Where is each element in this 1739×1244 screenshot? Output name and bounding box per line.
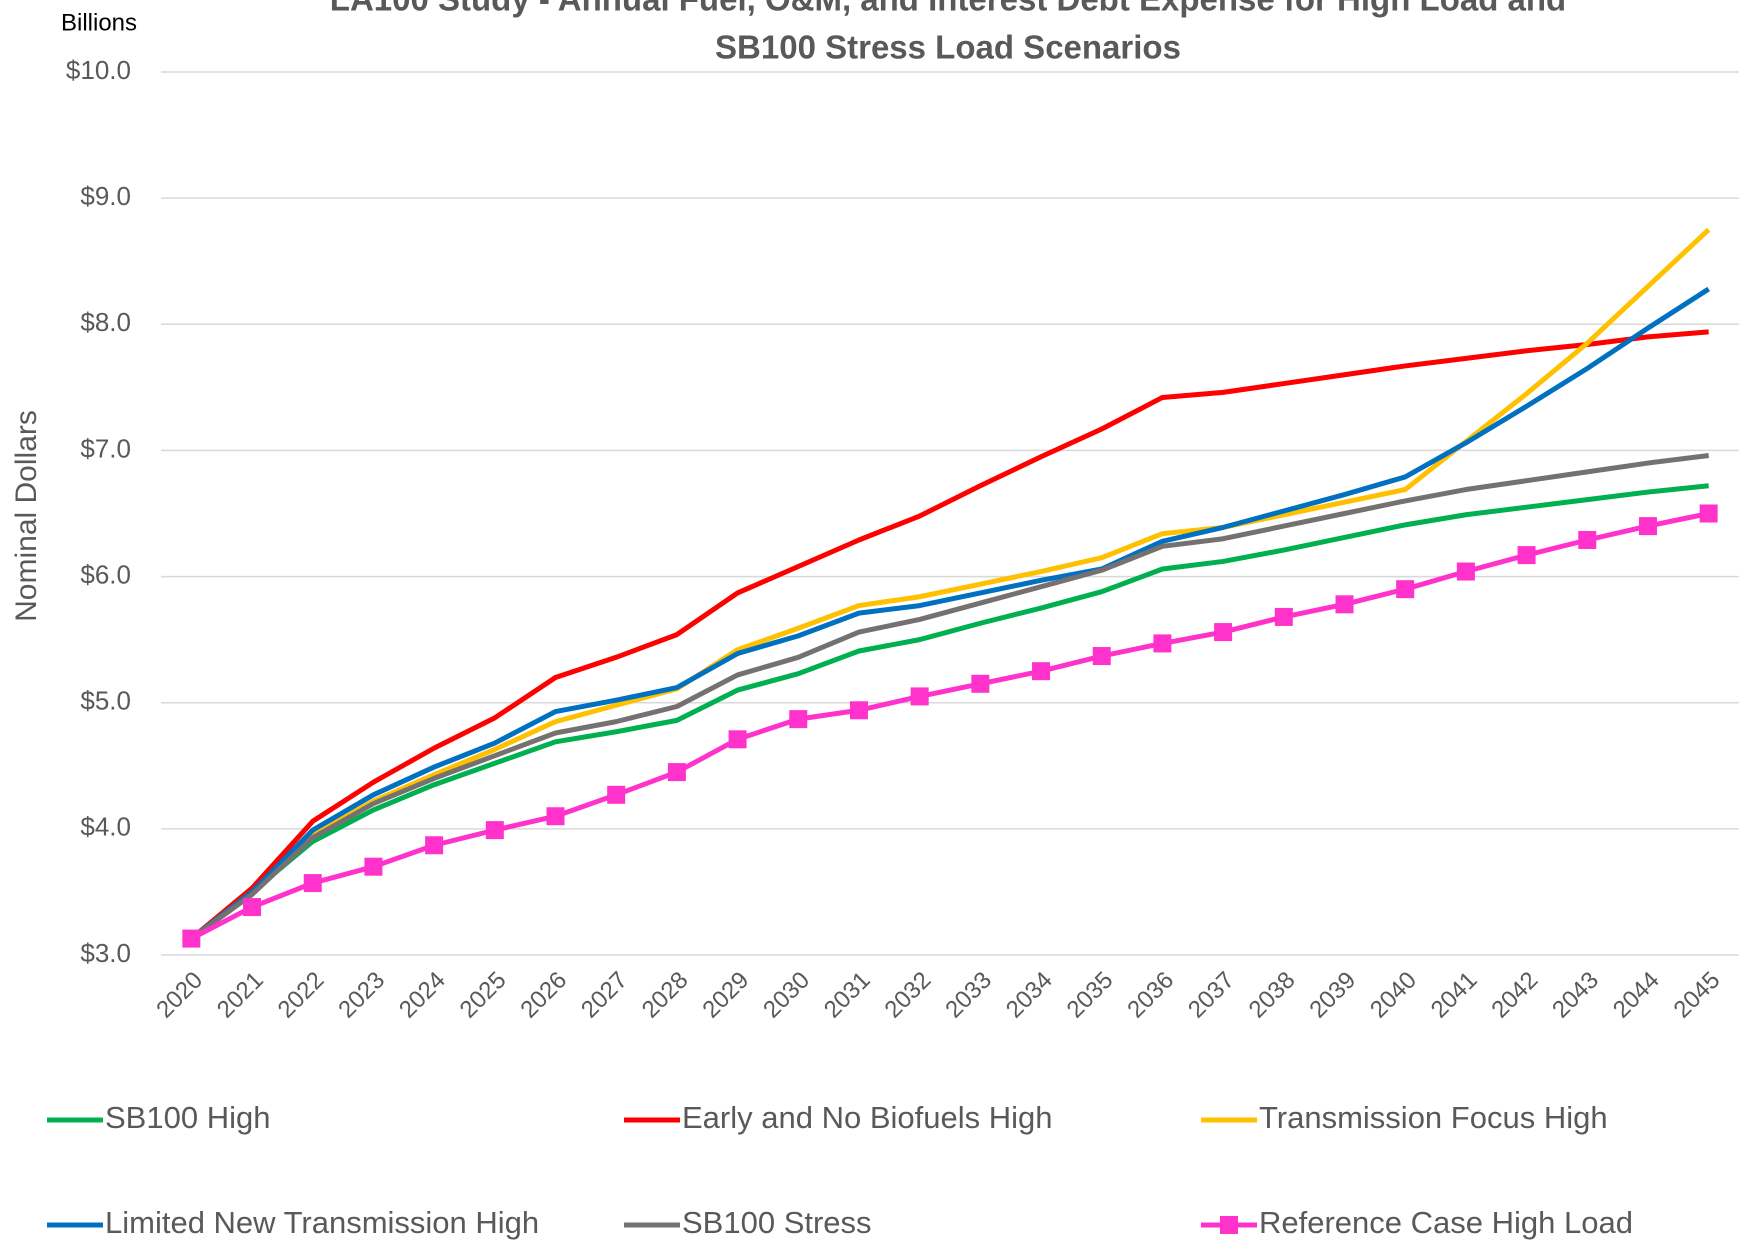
point-marker xyxy=(546,807,565,826)
point-marker xyxy=(789,710,808,729)
x-tick-label: 2030 xyxy=(758,967,815,1024)
legend-label: Early and No Biofuels High xyxy=(682,1100,1052,1135)
x-tick-label: 2039 xyxy=(1304,967,1361,1024)
series-line xyxy=(190,511,1710,941)
x-tick-label: 2025 xyxy=(455,967,512,1024)
point-marker xyxy=(910,687,929,706)
point-marker xyxy=(243,898,262,917)
y-tick-label: $6.0 xyxy=(80,559,131,589)
point-marker xyxy=(849,701,868,720)
point-marker xyxy=(971,674,990,693)
y-tick-label: $10.0 xyxy=(66,55,131,85)
x-tick-label: 2024 xyxy=(394,967,451,1024)
point-marker xyxy=(303,874,322,893)
x-tick-label: 2034 xyxy=(1001,967,1058,1024)
x-tick-label: 2040 xyxy=(1365,967,1422,1024)
point-marker xyxy=(1153,634,1172,653)
legend-label: SB100 High xyxy=(105,1100,270,1135)
legend-label: Limited New Transmission High xyxy=(105,1205,539,1240)
point-marker xyxy=(1335,595,1354,614)
point-marker xyxy=(1578,530,1597,549)
point-marker xyxy=(607,785,626,804)
legend-marker xyxy=(1220,1216,1238,1234)
y-tick-label: $8.0 xyxy=(80,307,131,337)
x-tick-label: 2044 xyxy=(1608,967,1665,1024)
point-marker xyxy=(1032,662,1051,681)
x-tick-label: 2021 xyxy=(212,967,269,1024)
point-marker xyxy=(1638,517,1657,536)
series-line xyxy=(189,227,1711,941)
point-marker xyxy=(1396,580,1415,599)
y-tick-label: $7.0 xyxy=(80,433,131,463)
chart-title: SB100 Stress Load Scenarios xyxy=(715,29,1181,66)
point-marker xyxy=(182,929,201,948)
legend-label: Reference Case High Load xyxy=(1259,1205,1633,1240)
x-tick-label: 2029 xyxy=(697,967,754,1024)
point-marker xyxy=(425,836,444,855)
point-marker xyxy=(1274,607,1293,626)
x-tick-label: 2020 xyxy=(151,967,208,1024)
point-marker xyxy=(728,730,747,749)
x-tick-label: 2035 xyxy=(1062,967,1119,1024)
point-marker xyxy=(364,857,383,876)
x-tick-label: 2033 xyxy=(940,967,997,1024)
x-tick-label: 2043 xyxy=(1547,967,1604,1024)
point-marker xyxy=(1456,562,1475,581)
x-tick-label: 2041 xyxy=(1426,967,1483,1024)
point-marker xyxy=(1699,504,1718,523)
y-tick-label: $4.0 xyxy=(80,812,131,842)
x-tick-label: 2032 xyxy=(880,967,937,1024)
x-tick-label: 2027 xyxy=(576,967,633,1024)
point-marker xyxy=(667,763,686,782)
x-tick-label: 2042 xyxy=(1486,967,1543,1024)
point-marker xyxy=(1517,546,1536,565)
legend-label: Transmission Focus High xyxy=(1259,1100,1608,1135)
x-tick-label: 2026 xyxy=(515,967,572,1024)
y-tick-label: $3.0 xyxy=(80,938,131,968)
x-tick-label: 2038 xyxy=(1244,967,1301,1024)
x-tick-label: 2045 xyxy=(1669,967,1726,1024)
chart-title: LA100 Study - Annual Fuel, O&M, and Inte… xyxy=(330,0,1566,18)
point-marker xyxy=(1214,623,1233,642)
series-line xyxy=(189,286,1711,941)
x-tick-label: 2037 xyxy=(1183,967,1240,1024)
point-marker xyxy=(485,821,504,840)
series-line xyxy=(189,483,1709,941)
legend-label: SB100 Stress xyxy=(682,1205,872,1240)
x-tick-label: 2022 xyxy=(273,967,330,1024)
x-tick-label: 2036 xyxy=(1122,967,1179,1024)
y-axis-label: Nominal Dollars xyxy=(10,410,43,622)
y-unit-label: Billions xyxy=(61,9,137,36)
x-tick-label: 2028 xyxy=(637,967,694,1024)
series-line xyxy=(189,452,1709,941)
point-marker xyxy=(1092,647,1111,666)
x-tick-label: 2023 xyxy=(333,967,390,1024)
series-line xyxy=(189,329,1709,941)
x-tick-label: 2031 xyxy=(819,967,876,1024)
y-tick-label: $9.0 xyxy=(80,181,131,211)
y-tick-label: $5.0 xyxy=(80,686,131,716)
